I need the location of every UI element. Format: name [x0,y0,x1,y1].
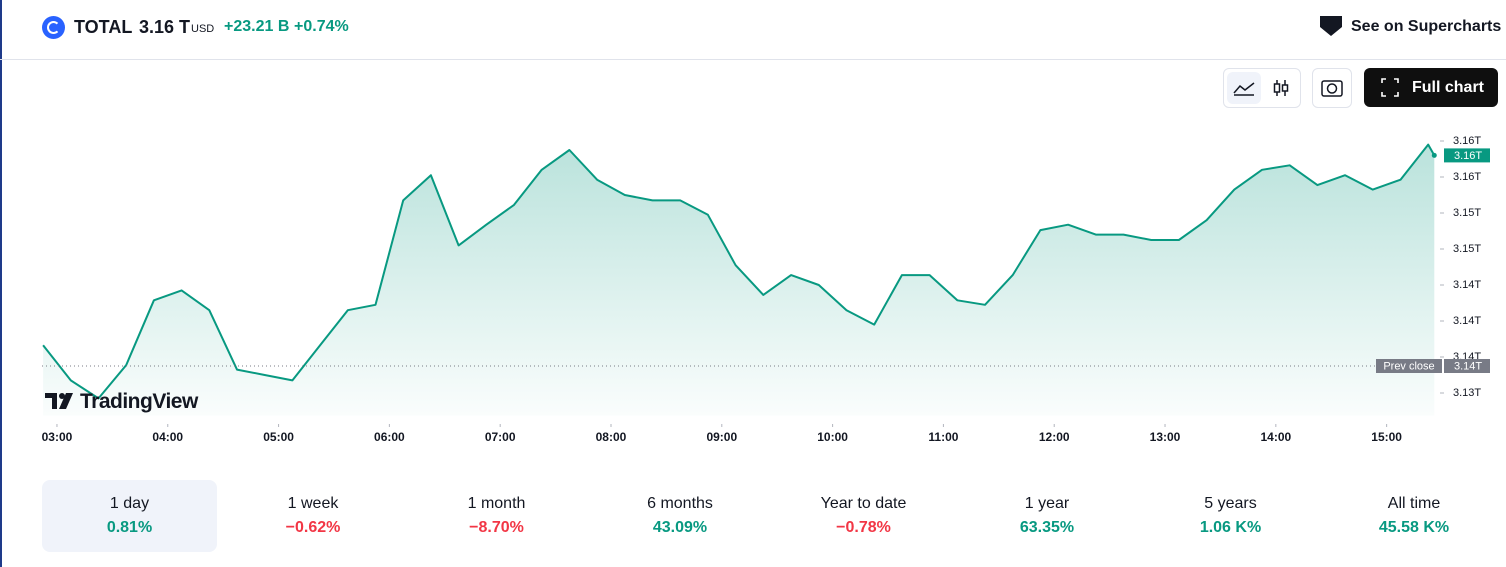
chart: 3.16T 3.16T 3.15T 3.15T 3.14T 3.14T 3.14T 3.13T… [42,135,1490,444]
area-style-button[interactable] [1227,72,1261,104]
period-change: −0.62% [285,519,341,536]
currency: USD [191,23,215,35]
header: TOTAL 3.16 T USD +23.21 B +0.74% See on … [0,0,1506,60]
supercharts-link[interactable]: See on Supercharts [1351,18,1502,35]
symbol-icon [42,16,65,39]
period-label[interactable]: 1 week [287,495,339,512]
watermark-text: TradingView [80,390,198,413]
last-price-tag [1444,148,1490,163]
period-label[interactable]: 1 day [109,495,150,512]
full-chart-label[interactable]: Full chart [1412,79,1485,96]
change: +23.21 B [224,18,290,35]
x-tick-label: 14:00 [1260,430,1291,444]
period-change: 43.09% [652,519,708,536]
period-change: 0.81% [106,519,153,536]
watermark: TradingView [44,390,198,417]
period-tab[interactable]: All time 45.58 K% [1327,480,1502,552]
x-tick-label: 08:00 [596,430,627,444]
x-tick-label: 12:00 [1039,430,1070,444]
period-change: −8.70% [469,519,524,536]
change-percent: +0.74% [294,18,349,35]
period-label[interactable]: All time [1387,495,1441,512]
period-tab[interactable]: 5 years 1.06 K% [1143,480,1318,552]
y-tick-label: 3.14T [1453,279,1481,291]
period-label[interactable]: Year to date [820,495,907,512]
period-tab[interactable]: Year to date −0.78% [776,480,951,552]
last-point [1431,152,1437,158]
supercharts-icon [1320,16,1342,36]
y-tick-label: 3.14T [1453,315,1481,327]
x-tick-label: 07:00 [485,430,516,444]
candle-style-button[interactable] [1264,72,1298,104]
x-tick-label: 09:00 [706,430,737,444]
period-change: 45.58 K% [1378,519,1450,536]
x-tick-label: 03:00 [42,430,73,444]
period-change: 63.35% [1019,519,1075,536]
edge [0,0,2,567]
period-change: 1.06 K% [1199,519,1262,536]
last-price-label: 3.16T [1454,150,1482,162]
prev-close-value-tag [1444,359,1490,373]
prev-close-value: 3.14T [1454,360,1482,372]
x-tick-label: 13:00 [1150,430,1181,444]
x-tick-label: 15:00 [1371,430,1402,444]
y-tick-label: 3.15T [1453,243,1481,255]
period-label[interactable]: 6 months [647,495,713,512]
y-tick-label: 3.16T [1453,171,1481,183]
y-tick-label: 3.15T [1453,207,1481,219]
price: 3.16 T [139,17,191,37]
price-line [42,143,1436,400]
chart-style-group [1223,68,1301,108]
period-tab[interactable]: 6 months 43.09% [593,480,768,552]
y-tick-label: 3.13T [1453,387,1481,399]
full-chart-button[interactable]: Full chart [1364,68,1498,107]
y-tick-label: 3.16T [1453,135,1481,147]
period-tab[interactable]: 1 week −0.62% [226,480,401,552]
period-label[interactable]: 5 years [1204,495,1257,512]
x-tick-label: 11:00 [928,430,958,444]
x-tick-label: 10:00 [817,430,848,444]
period-tab[interactable]: 1 day 0.81% [42,480,217,552]
period-label[interactable]: 1 year [1024,495,1070,512]
x-tick-label: 05:00 [263,430,294,444]
prev-close-tag [1376,359,1442,373]
period-tab[interactable]: 1 year 63.35% [960,480,1135,552]
period-label[interactable]: 1 month [467,495,526,512]
prev-close-name: Prev close [1383,360,1434,372]
period-tab[interactable]: 1 month −8.70% [409,480,584,552]
symbol[interactable]: TOTAL [74,17,133,37]
snapshot-button[interactable] [1312,68,1352,108]
x-tick-label: 06:00 [374,430,405,444]
x-tick-label: 04:00 [152,430,183,444]
area-fill [43,144,1435,416]
period-change: −0.78% [836,519,891,536]
